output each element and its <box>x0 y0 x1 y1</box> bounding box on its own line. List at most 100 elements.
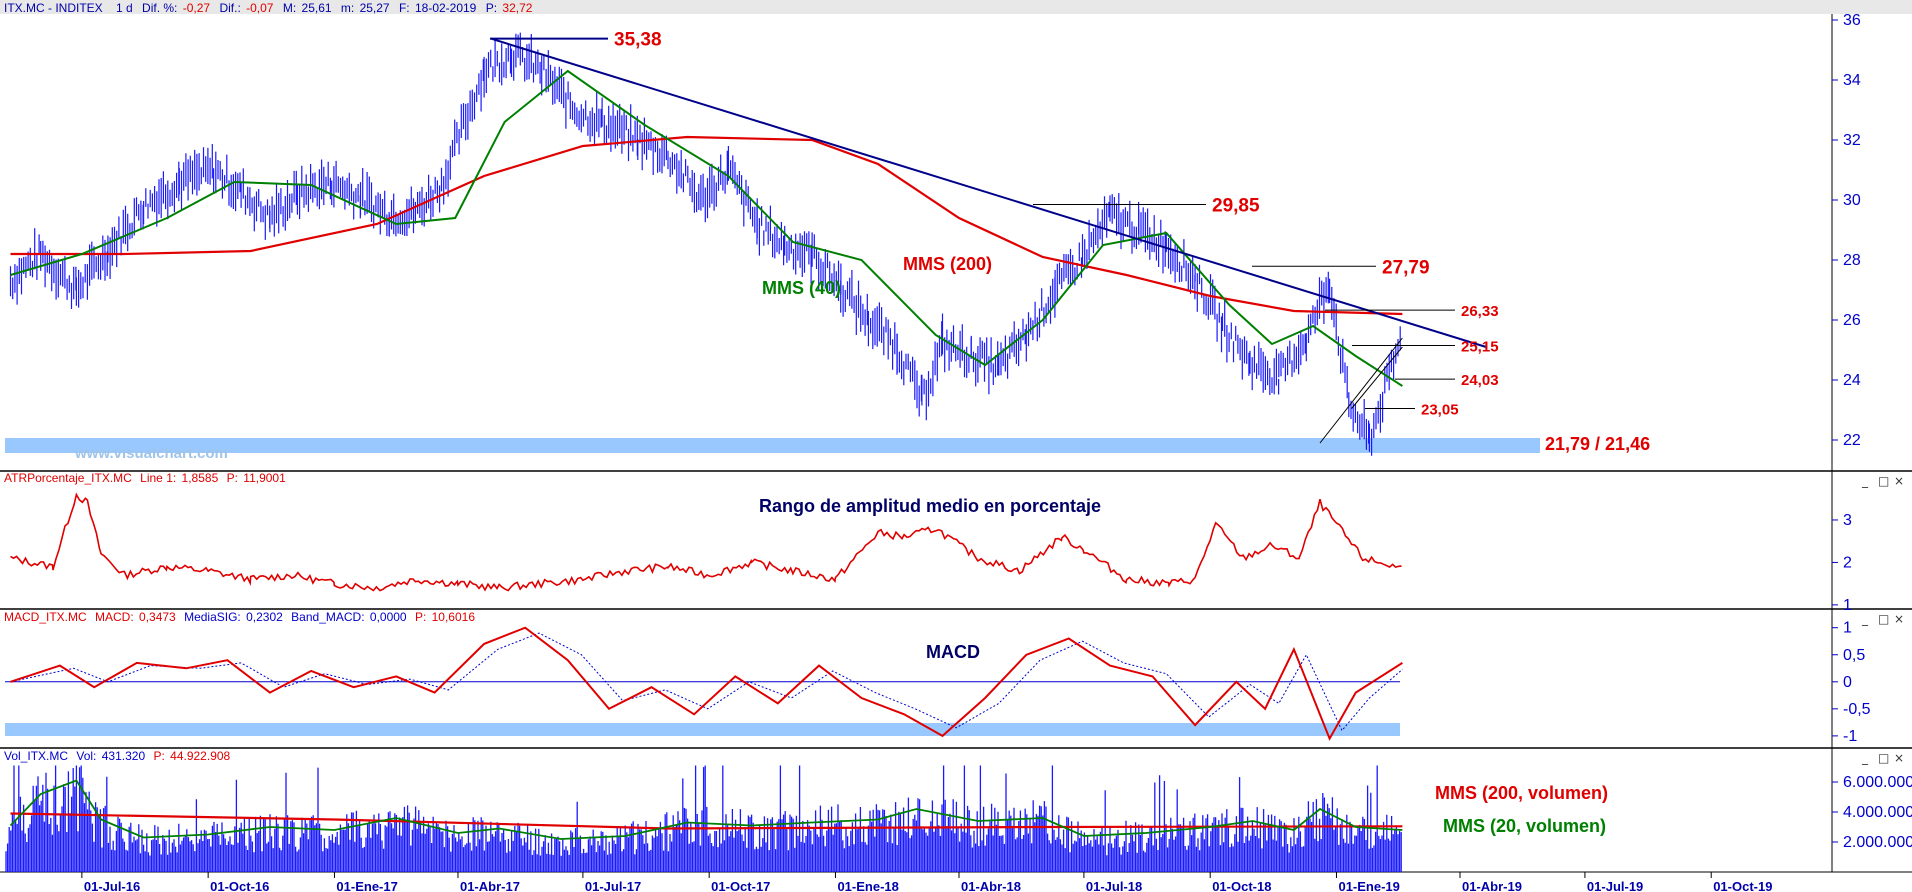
macd-y-tick-label: 0 <box>1843 674 1852 691</box>
x-axis: 01-Jul-16 01-Oct-16 01-Ene-17 01-Abr-17 01-J… <box>81 872 1772 892</box>
vol-plot <box>5 765 1403 872</box>
header-dif-label: Dif.: <box>219 1 240 15</box>
vol-header-name: Vol_ITX.MC <box>4 749 68 763</box>
svg-text:ITX.MC - INDITEX 1 d: ITX.MC - INDITEX 1 d Dif. %: -0,27 Dif.:… <box>4 1 533 15</box>
vol-mms200-line <box>10 812 1403 830</box>
mms200-label: MMS (200) <box>903 254 992 274</box>
header-close-label: P: <box>486 1 497 15</box>
annotation-label-4: 25,15 <box>1461 339 1499 356</box>
annotation-label-0: 35,38 <box>614 30 662 51</box>
macd-title: MACD <box>926 642 980 662</box>
atr-header-line: 1,8585 <box>182 471 219 485</box>
atr-y-tick-label: 1 <box>1843 597 1852 614</box>
macd-header-macd: 0,3473 <box>139 610 176 624</box>
macd-y-tick-label: -1 <box>1843 728 1857 745</box>
vol-y-tick-label: 6.000.000 <box>1843 774 1912 791</box>
panel-2-control-1[interactable]: □ <box>1878 751 1889 765</box>
annotation-label-3: 26,33 <box>1461 303 1499 320</box>
channel-line-1 <box>1351 346 1403 409</box>
annotation-label-2: 27,79 <box>1382 257 1430 278</box>
macd-header-band-label: Band_MACD: <box>291 610 364 624</box>
vol-y-tick-label: 4.000.000 <box>1843 804 1912 821</box>
x-tick-label: 01-Abr-19 <box>1462 879 1522 892</box>
atr-plot <box>10 492 1402 592</box>
vol-header-p-label: P: <box>153 749 164 763</box>
macd-header-band: 0,0000 <box>370 610 407 624</box>
header-period: 1 d <box>116 1 133 15</box>
panel-0-control-0[interactable]: _ <box>1861 474 1869 488</box>
macd-line <box>10 626 1403 741</box>
annotation-label-5: 24,03 <box>1461 372 1499 389</box>
macd-header-p: 10,6016 <box>432 610 476 624</box>
annotation-label-1: 29,85 <box>1212 196 1260 217</box>
panel-0-control-2[interactable]: × <box>1894 474 1904 488</box>
x-tick-label: 01-Oct-18 <box>1212 879 1271 892</box>
panel-1-control-1[interactable]: □ <box>1878 612 1889 626</box>
macd-oversold-band <box>5 723 1400 736</box>
volume-panel[interactable]: Vol_ITX.MC Vol: 431.320 P: 44.922.908 MM… <box>4 749 1912 872</box>
panel-2-control-0[interactable]: _ <box>1861 751 1869 765</box>
atr-y-tick-label: 3 <box>1843 512 1852 529</box>
macd-panel[interactable]: MACD_ITX.MC MACD: 0,3473 MediaSIG: 0,230… <box>4 610 1871 745</box>
trendline <box>490 37 1487 348</box>
x-tick-label: 01-Ene-19 <box>1338 879 1399 892</box>
panel-0-control-1[interactable]: □ <box>1878 474 1889 488</box>
header-difpct-label: Dif. %: <box>142 1 177 15</box>
macd-header-sig: 0,2302 <box>246 610 283 624</box>
price-y-tick-label: 30 <box>1843 192 1861 209</box>
vol-y-tick-label: 2.000.000 <box>1843 834 1912 851</box>
atr-header-line-label: Line 1: <box>140 471 176 485</box>
atr-y-tick-label: 2 <box>1843 554 1852 571</box>
atr-header-name: ATRPorcentaje_ITX.MC <box>4 471 132 485</box>
x-tick-label: 01-Ene-17 <box>336 879 397 892</box>
atr-y-axis: 1 2 3 <box>1832 512 1852 614</box>
price-y-tick-label: 28 <box>1843 252 1861 269</box>
vol-header-p: 44.922.908 <box>170 749 230 763</box>
panel-2-control-2[interactable]: × <box>1894 751 1904 765</box>
channel-line-0 <box>1319 337 1403 444</box>
atr-panel[interactable]: ATRPorcentaje_ITX.MC Line 1: 1,8585 P: 1… <box>4 471 1852 614</box>
panel-1-control-2[interactable]: × <box>1894 612 1904 626</box>
price-y-axis: 22 24 26 28 30 32 34 36 <box>1832 12 1861 449</box>
x-tick-label: 01-Abr-17 <box>460 879 520 892</box>
panel-1-control-0[interactable]: _ <box>1861 612 1869 626</box>
atr-header-p: 11,9001 <box>243 471 286 485</box>
mms200-line <box>10 135 1403 316</box>
macd-header-sig-label: MediaSIG: <box>184 610 241 624</box>
header-difpct: -0,27 <box>183 1 211 15</box>
macd-y-tick-label: 1 <box>1843 620 1852 637</box>
x-tick-label: 01-Ene-18 <box>837 879 898 892</box>
vol-header-vol-label: Vol: <box>76 749 96 763</box>
support-label: 21,79 / 21,46 <box>1545 434 1650 454</box>
x-tick-label: 01-Abr-18 <box>961 879 1021 892</box>
watermark: www.visualchart.com <box>74 445 228 462</box>
header-date: 18-02-2019 <box>415 1 477 15</box>
price-y-tick-label: 24 <box>1843 372 1861 389</box>
annotation-label-6: 23,05 <box>1421 402 1459 419</box>
price-y-tick-label: 32 <box>1843 132 1861 149</box>
atr-header-p-label: P: <box>227 471 238 485</box>
macd-y-axis: 1 0,5 0 -0,5 -1 <box>1832 620 1871 745</box>
panel-frames <box>0 0 1912 873</box>
x-tick-label: 01-Oct-16 <box>210 879 269 892</box>
price-panel[interactable]: ITX.MC - INDITEX 1 d Dif. %: -0,27 Dif.:… <box>4 1 1861 462</box>
header-min: 25,27 <box>360 1 390 15</box>
x-tick-label: 01-Oct-19 <box>1713 879 1772 892</box>
header-date-label: F: <box>399 1 410 15</box>
x-tick-label: 01-Jul-18 <box>1086 879 1142 892</box>
panel-window-controls[interactable]: _ □ × _ □ × _ □ × <box>1861 474 1904 765</box>
price-y-tick-label: 36 <box>1843 12 1861 29</box>
header-bar <box>0 0 1912 14</box>
atr-header: ATRPorcentaje_ITX.MC Line 1: 1,8585 P: 1… <box>4 471 286 485</box>
header-max-label: M: <box>283 1 296 15</box>
macd-y-tick-label: -0,5 <box>1843 701 1871 718</box>
macd-signal-line <box>10 632 1403 732</box>
atr-title: Rango de amplitud medio en porcentaje <box>759 496 1101 516</box>
x-tick-label: 01-Jul-19 <box>1587 879 1643 892</box>
macd-header-macd-label: MACD: <box>95 610 134 624</box>
price-header: ITX.MC - INDITEX 1 d Dif. %: -0,27 Dif.:… <box>4 1 533 15</box>
vol-header: Vol_ITX.MC Vol: 431.320 P: 44.922.908 <box>4 749 231 763</box>
mms40-line <box>10 69 1403 387</box>
vol-label-mms20: MMS (20, volumen) <box>1443 816 1606 836</box>
